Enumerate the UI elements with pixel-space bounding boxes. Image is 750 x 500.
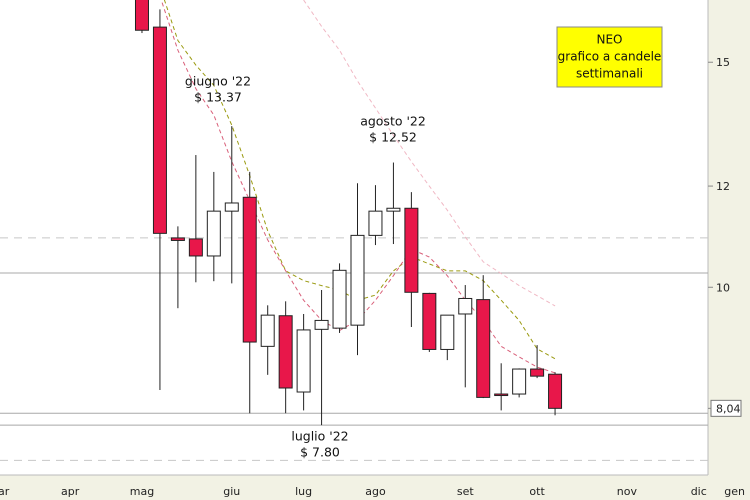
candle-body [476,299,491,398]
y-tick-label: 15 [716,56,730,69]
y-axis-strip [708,0,750,500]
annotation: agosto '22 [360,114,426,129]
x-tick-label: mar [0,485,10,498]
info-text: grafico a candele [558,50,662,64]
candle-body [242,196,257,343]
candle-body [134,0,149,31]
candle-body [548,373,563,409]
candle-body [332,269,347,329]
average-line [160,0,556,374]
x-tick-label: lug [295,485,312,498]
info-text: settimanali [576,67,643,81]
annotation: $ 7.80 [300,445,340,460]
price-box [710,399,742,417]
candle-body [440,314,455,350]
x-tick-label: apr [61,485,80,498]
x-tick-label: giu [223,485,240,498]
candle-body [368,210,383,236]
y-tick-label: 8,04 [716,402,741,415]
annotation: luglio '22 [291,429,348,444]
x-axis-strip [0,475,750,500]
y-tick-label: 12 [716,180,730,193]
x-tick-label: set [457,485,474,498]
candle-body [170,237,185,241]
candle-body [260,314,275,347]
candle-body [152,26,167,234]
y-tick-label: 10 [716,281,730,294]
x-tick-label: ago [365,485,386,498]
candle-body [386,207,401,212]
candle-body [188,238,203,257]
candle-body [224,202,239,212]
annotation: $ 13.37 [194,90,242,105]
x-tick-label: mag [130,485,154,498]
candle-body [458,297,473,315]
candle-body [512,368,527,395]
candle-body [296,329,311,393]
x-tick-label: nov [617,485,638,498]
candle-body [494,393,509,397]
x-tick-label: dic [691,485,707,498]
candle-body [350,234,365,326]
annotation: giugno '22 [185,74,251,89]
annotation: $ 12.52 [369,130,417,145]
average-line [303,0,556,307]
candle-body [530,368,545,377]
candle-body [278,315,293,389]
candle-body [206,210,221,257]
candle-body [422,292,437,350]
candle-body [404,207,419,293]
x-tick-label: ott [529,485,545,498]
x-tick-label: gen [724,485,745,498]
candle-body [314,319,329,330]
info-text: NEO [596,33,622,47]
info-box [556,26,663,88]
plot-area [0,0,708,461]
